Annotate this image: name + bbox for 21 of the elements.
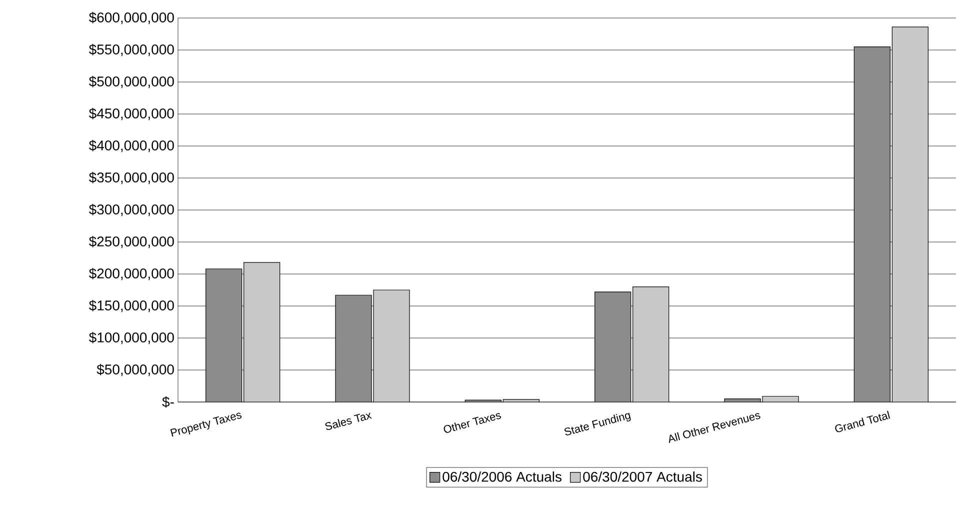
x-tick-label: Grand Total: [835, 410, 890, 432]
y-tick-label: $350,000,000: [88, 172, 174, 184]
y-tick-label: $500,000,000: [88, 76, 174, 88]
x-tick-label: Sales Tax: [325, 412, 372, 430]
legend-label: 06/30/2006 Actuals: [442, 471, 562, 482]
x-tick-label: All Other Revenues: [668, 413, 760, 443]
y-tick-label: $450,000,000: [88, 108, 174, 120]
x-tick-label: Other Taxes: [444, 413, 501, 433]
y-tick-label: $300,000,000: [88, 204, 174, 216]
x-tick-label: Property Taxes: [170, 412, 242, 437]
y-tick-label: $150,000,000: [88, 300, 174, 312]
legend-label: 06/30/2007 Actuals: [583, 471, 702, 482]
y-tick-label: $200,000,000: [88, 268, 174, 280]
y-tick-label: $50,000,000: [96, 364, 174, 376]
y-tick-label: $600,000,000: [88, 12, 174, 24]
y-tick-label: $550,000,000: [88, 44, 174, 56]
y-tick-label: $-: [162, 396, 174, 408]
y-tick-label: $400,000,000: [88, 140, 174, 152]
x-tick-label: State Funding: [564, 412, 631, 436]
y-tick-label: $250,000,000: [88, 236, 174, 248]
y-tick-label: $100,000,000: [88, 332, 174, 344]
